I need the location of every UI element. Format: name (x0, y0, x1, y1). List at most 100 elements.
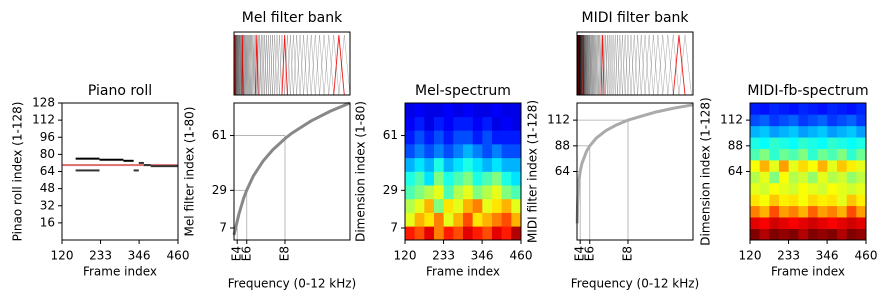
heatmap-cell (424, 185, 435, 200)
x-tick-label: E8 (277, 246, 291, 261)
heatmap-cell (443, 157, 454, 172)
heatmap-cell (808, 205, 818, 218)
filter (583, 34, 585, 96)
filter (235, 34, 238, 96)
heatmap-cell (798, 171, 809, 184)
heatmap-cell (750, 182, 760, 195)
heatmap-cell (414, 116, 425, 131)
filter (310, 34, 320, 96)
y-tick-label: 80 (40, 147, 55, 161)
heatmap-cell (788, 182, 799, 195)
filter (608, 34, 614, 96)
x-tick-label: E8 (620, 246, 634, 261)
heatmap-cell (414, 157, 425, 172)
heatmap-cell (424, 198, 435, 213)
heatmap-cell (769, 125, 780, 138)
filter (240, 34, 242, 96)
y-axis-label: Dimension index (1-128) (699, 97, 713, 245)
heatmap-cell (472, 226, 483, 241)
heatmap-cell (788, 228, 799, 241)
heatmap-cell (759, 160, 770, 172)
heatmap-cell (463, 103, 473, 117)
y-tick-label: 88 (728, 138, 743, 152)
filter (602, 34, 606, 96)
heatmap-cell (808, 217, 818, 229)
filter (619, 34, 626, 96)
heatmap-cell (750, 171, 760, 184)
heatmap-cell (434, 116, 444, 131)
x-tick-label: 120 (51, 249, 74, 263)
note (150, 165, 178, 168)
filter (236, 34, 239, 96)
heatmap-cell (798, 182, 809, 195)
heatmap-cell (472, 198, 483, 213)
heatmap-cell (846, 194, 857, 207)
plot-frame (61, 102, 179, 241)
heatmap-cell (453, 198, 464, 213)
filter (584, 34, 586, 96)
heatmap-cell (405, 171, 415, 186)
heatmap-cell (405, 185, 415, 200)
heatmap-cell (472, 185, 483, 200)
heatmap-cell (779, 182, 789, 195)
filter (235, 34, 237, 96)
note (143, 164, 151, 167)
filter (581, 34, 583, 96)
x-tick-label: 346 (128, 249, 151, 263)
panel-title: Mel filter bank (242, 10, 343, 26)
heatmap-cell (837, 182, 847, 195)
heatmap-cell (827, 148, 838, 161)
heatmap-cell (463, 226, 473, 241)
filter (662, 34, 674, 96)
heatmap-cell (501, 185, 512, 200)
heatmap-cell (434, 226, 444, 241)
heatmap-cell (827, 194, 838, 207)
heatmap-cell (482, 185, 493, 200)
heatmap-cell (846, 228, 857, 241)
heatmap-cell (482, 198, 493, 213)
heatmap-cell (492, 130, 502, 145)
filter (238, 34, 241, 96)
filter (246, 34, 249, 96)
filter (244, 34, 247, 96)
heatmap-cell (424, 226, 435, 241)
heatmap-cell (405, 212, 415, 227)
heatmap-cell (414, 185, 425, 200)
heatmap-cell (759, 217, 770, 229)
heatmap-cell (846, 160, 857, 172)
note (75, 157, 100, 160)
y-axis-label: MIDI filter index (1-128) (526, 100, 540, 243)
panel-title: MIDI filter bank (581, 10, 689, 26)
y-tick-label: 29 (212, 183, 227, 197)
filter (595, 34, 599, 96)
heatmap-cell (492, 212, 502, 227)
heatmap-cell (837, 125, 847, 138)
heatmap-cell (443, 116, 454, 131)
heatmap-cell (453, 157, 464, 172)
heatmap-cell (827, 171, 838, 184)
filter (614, 34, 621, 96)
x-tick-label: 346 (471, 249, 494, 263)
heatmap-cell (827, 125, 838, 138)
filter (593, 34, 597, 96)
heatmap-cell (856, 137, 867, 149)
heatmap-cell (808, 148, 818, 161)
panel-title: Piano roll (88, 83, 152, 99)
x-tick-label: 233 (89, 249, 112, 263)
heatmap-cell (482, 157, 493, 172)
x-tick-label: 120 (739, 249, 762, 263)
panel-title: Mel-spectrum (415, 83, 511, 99)
heatmap-cell (501, 116, 512, 131)
heatmap-cell (769, 205, 780, 218)
heatmap-cell (759, 228, 770, 241)
heatmap-cell (779, 160, 789, 172)
heatmap-cell (472, 116, 483, 131)
heatmap-cell (837, 114, 847, 127)
y-tick-label: 112 (720, 113, 743, 127)
heatmap-cell (779, 125, 789, 138)
heatmap-cell (750, 228, 760, 241)
heatmap-cell (750, 103, 760, 115)
heatmap-cell (750, 217, 760, 229)
heatmap-cell (759, 103, 770, 115)
plot-frame (576, 31, 694, 96)
